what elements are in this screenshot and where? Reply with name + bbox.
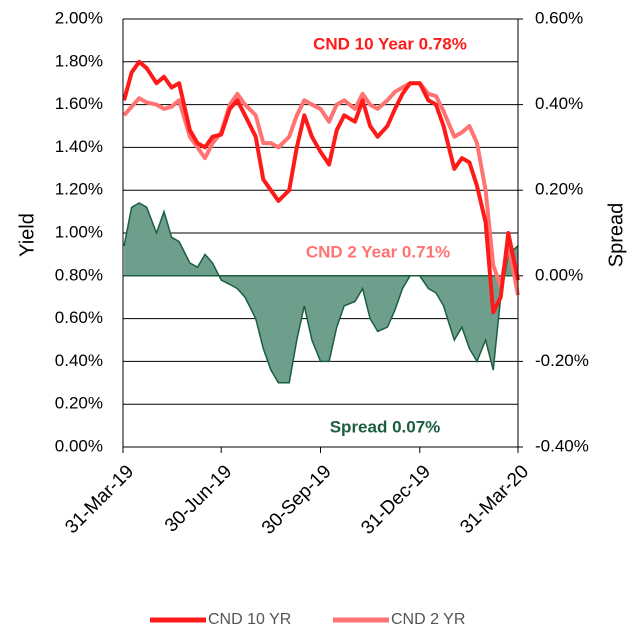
- spread-area: [124, 203, 519, 383]
- x-tick-label: 31-Dec-19: [357, 461, 435, 539]
- y-tick-label: 1.60%: [55, 94, 103, 113]
- y-tick-label: 0.20%: [55, 394, 103, 413]
- y2-tick-label: 0.00%: [535, 265, 583, 284]
- y-tick-label: 0.60%: [55, 308, 103, 327]
- y2-tick-label: -0.20%: [535, 351, 589, 370]
- legend-label: CND 2 YR: [391, 611, 465, 628]
- x-tick-label: 30-Jun-19: [161, 461, 236, 536]
- y-tick-label: 1.20%: [55, 180, 103, 199]
- y2-axis-title: Spread: [605, 203, 627, 268]
- y2-tick-label: 0.20%: [535, 180, 583, 199]
- y2-tick-label: 0.40%: [535, 94, 583, 113]
- yield-line: [122, 59, 520, 315]
- y2-tick-label: 0.60%: [535, 8, 583, 27]
- x-tick-label: 30-Sep-19: [258, 461, 336, 539]
- y2-tick-label: -0.40%: [535, 436, 589, 455]
- x-tick-label: 31-Mar-19: [61, 461, 138, 538]
- x-tick-label: 31-Mar-20: [456, 461, 533, 538]
- y-tick-label: 1.80%: [55, 51, 103, 70]
- yield-line: [122, 81, 520, 296]
- annotation: CND 10 Year 0.78%: [313, 34, 467, 53]
- y-tick-label: 0.40%: [55, 351, 103, 370]
- legend-label: CND 10 YR: [208, 611, 291, 628]
- annotation: CND 2 Year 0.71%: [306, 242, 450, 261]
- spread-line: [123, 202, 519, 384]
- y-tick-label: 0.80%: [55, 265, 103, 284]
- y-tick-label: 2.00%: [55, 8, 103, 27]
- y-tick-label: 1.00%: [55, 222, 103, 241]
- y-tick-label: 0.00%: [55, 436, 103, 455]
- y-tick-label: 1.40%: [55, 137, 103, 156]
- y-axis-title: Yield: [16, 213, 38, 257]
- annotation: Spread 0.07%: [330, 417, 441, 436]
